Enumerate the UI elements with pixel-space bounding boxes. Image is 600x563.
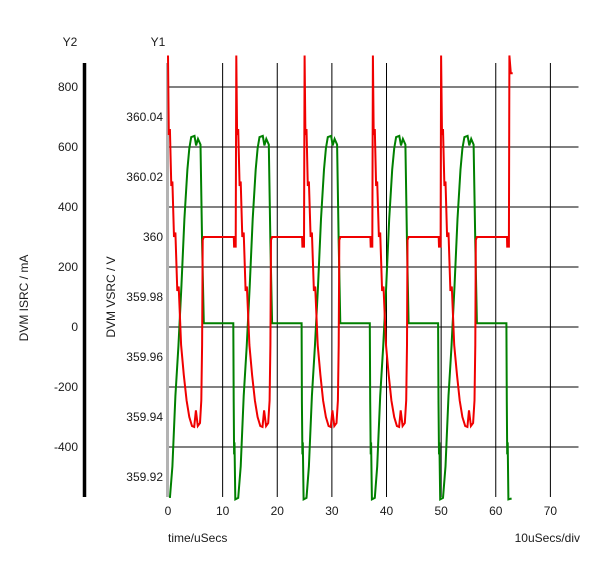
traces	[167, 55, 513, 502]
x-tick-label: 10	[216, 504, 230, 518]
y1-tick-label: 360.04	[126, 110, 163, 124]
x-tick-label: 20	[271, 504, 285, 518]
y2-tick-label: 600	[58, 140, 78, 154]
y1-tick-label: 359.92	[126, 470, 163, 484]
y2-tick-label: -400	[54, 440, 78, 454]
y1-tick-label: 359.94	[126, 410, 163, 424]
x-tick-label: 70	[544, 504, 558, 518]
y1-axis-header: Y1	[151, 35, 166, 49]
y2-tick-label: 400	[58, 200, 78, 214]
x-axis-title: time/uSecs	[168, 531, 227, 545]
y1-axis-title: DVM VSRC / V	[104, 256, 118, 337]
grid	[168, 63, 579, 497]
y2-axis-header: Y2	[63, 35, 78, 49]
axis-lines	[82, 63, 169, 497]
y1-tick-label: 360.02	[126, 170, 163, 184]
y2-tick-labels: 800 600 400 200 0 -200 -400	[54, 80, 78, 454]
y2-tick-label: 800	[58, 80, 78, 94]
y2-tick-label: 200	[58, 260, 78, 274]
x-tick-label: 40	[380, 504, 394, 518]
vsrc-trace[interactable]	[168, 134, 512, 502]
y2-tick-label: 0	[71, 320, 78, 334]
y2-axis-title: DVM ISRC / mA	[17, 255, 31, 342]
x-tick-label: 50	[434, 504, 448, 518]
x-tick-label: 60	[489, 504, 503, 518]
isrc-trace[interactable]	[167, 55, 513, 429]
x-tick-label: 0	[165, 504, 172, 518]
x-tick-labels: 0 10 20 30 40 50 60 70	[165, 504, 558, 518]
y2-tick-label: -200	[54, 380, 78, 394]
y1-tick-label: 359.96	[126, 350, 163, 364]
y1-tick-labels: 360.04 360.02 360 359.98 359.96 359.94 359.92	[126, 110, 163, 484]
y1-tick-label: 360	[143, 230, 163, 244]
x-scale-per-div: 10uSecs/div	[515, 531, 580, 545]
y1-tick-label: 359.98	[126, 290, 163, 304]
x-tick-label: 30	[325, 504, 339, 518]
